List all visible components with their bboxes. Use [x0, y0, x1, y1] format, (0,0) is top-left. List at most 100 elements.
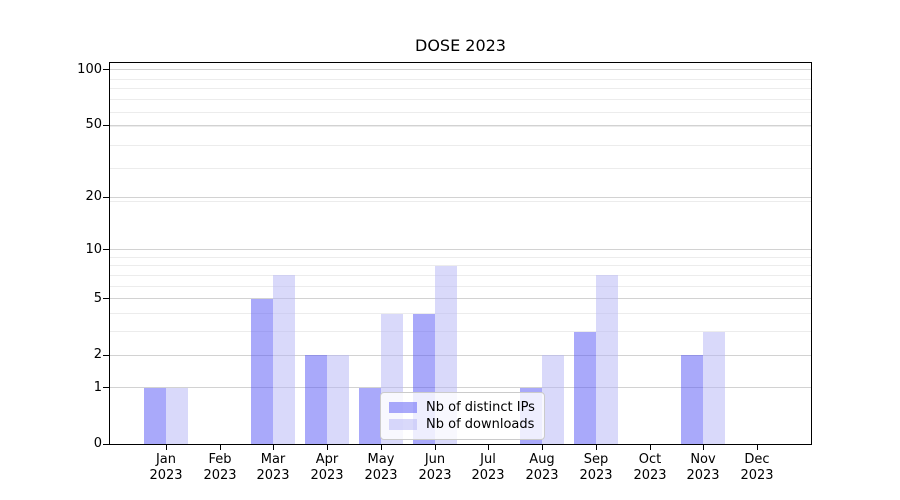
- y-tick-label: 1: [93, 379, 102, 395]
- y-tick-label: 20: [85, 189, 102, 205]
- x-tick-year: 2023: [203, 468, 237, 483]
- y-minor-gridline: [110, 285, 811, 287]
- bar-sep-2023-distinct-ips: [574, 331, 596, 444]
- bar-sep-2023-downloads: [596, 275, 618, 444]
- y-major-gridline: [110, 354, 811, 356]
- y-tick-mark: [103, 298, 110, 300]
- y-tick-label: 0: [93, 436, 102, 451]
- bar-aug-2023-downloads: [542, 355, 564, 444]
- y-tick-label: 10: [85, 241, 102, 257]
- bar-mar-2023-distinct-ips: [251, 298, 273, 444]
- x-tick-month: Apr: [315, 452, 339, 467]
- legend: Nb of distinct IPs Nb of downloads: [380, 392, 545, 440]
- x-tick-month: Jun: [424, 452, 446, 467]
- x-tick-month: Aug: [529, 452, 555, 467]
- y-major-gridline: [110, 298, 811, 300]
- y-minor-gridline: [110, 313, 811, 314]
- y-minor-gridline: [110, 256, 811, 258]
- y-minor-gridline: [110, 78, 811, 80]
- y-tick-mark: [103, 124, 110, 126]
- x-tick-year: 2023: [149, 468, 183, 483]
- y-major-gridline: [110, 249, 811, 251]
- chart-title: DOSE 2023: [415, 36, 506, 55]
- legend-label-distinct-ips: Nb of distinct IPs: [426, 400, 535, 415]
- legend-swatch-distinct-ips-icon: [389, 402, 417, 413]
- bar-jan-2023-distinct-ips: [144, 387, 166, 444]
- x-tick-mark: [381, 445, 382, 450]
- legend-item-downloads: Nb of downloads: [389, 417, 535, 432]
- x-tick-year: 2023: [364, 468, 398, 483]
- x-tick-mark: [435, 445, 436, 450]
- y-tick-label: 5: [93, 290, 102, 306]
- y-minor-gridline: [110, 144, 811, 146]
- x-tick-label-jan-2023: Jan 2023: [134, 452, 198, 484]
- y-tick-mark: [103, 354, 110, 356]
- y-minor-gridline: [110, 265, 811, 267]
- x-tick-mark: [488, 445, 489, 450]
- x-tick-month: Sep: [583, 452, 609, 467]
- x-tick-mark: [273, 445, 274, 450]
- x-tick-month: Oct: [638, 452, 662, 467]
- x-tick-year: 2023: [525, 468, 559, 483]
- x-tick-mark: [542, 445, 543, 450]
- x-tick-month: May: [367, 452, 395, 467]
- x-tick-label-mar-2023: Mar 2023: [241, 452, 305, 484]
- y-tick-mark: [103, 69, 110, 71]
- y-minor-gridline: [110, 99, 811, 101]
- x-tick-label-aug-2023: Aug 2023: [510, 452, 574, 484]
- y-tick-mark: [103, 387, 110, 389]
- x-tick-mark: [703, 445, 704, 450]
- x-tick-mark: [757, 445, 758, 450]
- plot-area: [109, 62, 812, 445]
- bar-may-2023-distinct-ips: [359, 387, 381, 444]
- bar-jan-2023-downloads: [166, 387, 188, 444]
- bar-nov-2023-downloads: [703, 331, 725, 444]
- x-tick-year: 2023: [740, 468, 774, 483]
- y-minor-gridline: [110, 274, 811, 276]
- x-tick-mark: [220, 445, 221, 450]
- x-tick-label-oct-2023: Oct 2023: [618, 452, 682, 484]
- y-major-gridline: [110, 124, 811, 126]
- bar-mar-2023-downloads: [273, 275, 295, 444]
- y-tick-mark: [103, 196, 110, 198]
- y-minor-gridline: [110, 200, 811, 202]
- y-minor-gridline: [110, 126, 811, 128]
- bar-apr-2023-distinct-ips: [305, 355, 327, 444]
- x-tick-label-apr-2023: Apr 2023: [295, 452, 359, 484]
- x-tick-year: 2023: [418, 468, 452, 483]
- x-tick-month: Jul: [480, 452, 496, 467]
- y-minor-gridline: [110, 331, 811, 333]
- x-tick-month: Jan: [155, 452, 177, 467]
- y-tick-mark: [103, 443, 110, 445]
- x-tick-year: 2023: [633, 468, 667, 483]
- x-tick-label-nov-2023: Nov 2023: [671, 452, 735, 484]
- x-tick-label-jul-2023: Jul 2023: [456, 452, 520, 484]
- x-tick-year: 2023: [579, 468, 613, 483]
- legend-label-downloads: Nb of downloads: [426, 417, 535, 432]
- x-tick-label-sep-2023: Sep 2023: [564, 452, 628, 484]
- y-minor-gridline: [110, 167, 811, 169]
- y-minor-gridline: [110, 88, 811, 90]
- bar-apr-2023-downloads: [327, 355, 349, 444]
- x-tick-label-feb-2023: Feb 2023: [188, 452, 252, 484]
- x-tick-month: Feb: [208, 452, 232, 467]
- x-tick-year: 2023: [310, 468, 344, 483]
- x-tick-month: Nov: [690, 452, 716, 467]
- x-tick-month: Mar: [260, 452, 286, 467]
- x-tick-mark: [166, 445, 167, 450]
- x-tick-year: 2023: [686, 468, 720, 483]
- y-tick-label: 100: [77, 61, 102, 77]
- x-tick-label-may-2023: May 2023: [349, 452, 413, 484]
- x-tick-mark: [596, 445, 597, 450]
- x-tick-year: 2023: [256, 468, 290, 483]
- x-tick-label-jun-2023: Jun 2023: [403, 452, 467, 484]
- x-tick-month: Dec: [744, 452, 770, 467]
- x-tick-mark: [327, 445, 328, 450]
- x-tick-label-dec-2023: Dec 2023: [725, 452, 789, 484]
- y-tick-label: 50: [85, 117, 102, 133]
- bar-nov-2023-distinct-ips: [681, 355, 703, 444]
- x-tick-mark: [650, 445, 651, 450]
- legend-swatch-downloads-icon: [389, 419, 417, 430]
- y-minor-gridline: [110, 111, 811, 113]
- y-major-gridline: [110, 196, 811, 198]
